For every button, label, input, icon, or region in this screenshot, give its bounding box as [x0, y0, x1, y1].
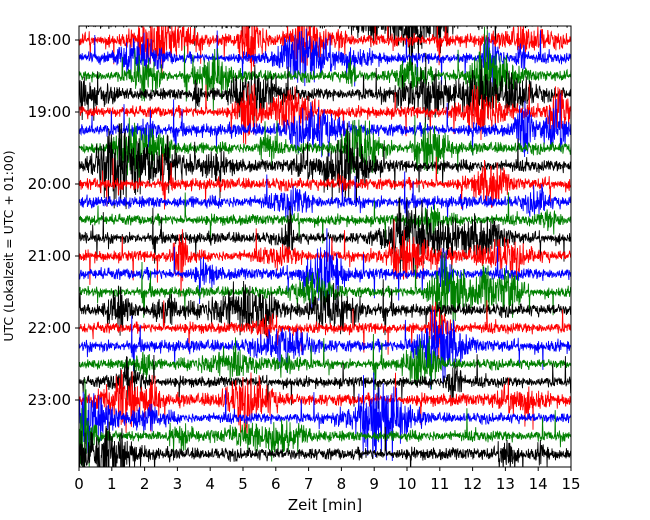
x-tick-label: 10	[397, 475, 416, 493]
seismic-traces	[79, 26, 571, 467]
trace-19	[79, 333, 571, 390]
x-tick-label: 15	[561, 475, 580, 493]
x-tick-label: 7	[304, 475, 314, 493]
trace-17	[79, 300, 571, 360]
y-tick-label: 18:00	[28, 31, 71, 49]
x-tick-label: 13	[496, 475, 515, 493]
x-tick-label: 9	[369, 475, 379, 493]
trace-21	[79, 369, 571, 435]
y-tick-label: 20:00	[28, 175, 71, 193]
y-tick-label: 23:00	[28, 391, 71, 409]
trace-5	[79, 83, 571, 145]
trace-3	[79, 26, 571, 129]
x-tick-label: 0	[74, 475, 84, 493]
y-tick-label: 19:00	[28, 103, 71, 121]
x-axis: 0 1 2 3 4 5 6 7 8 9 10 11 12 13 14 15	[74, 467, 581, 493]
trace-13	[79, 219, 571, 297]
x-tick-label: 1	[107, 475, 117, 493]
trace-12	[79, 197, 571, 278]
y-tick-label: 21:00	[28, 247, 71, 265]
trace-7	[79, 115, 571, 178]
x-tick-label: 3	[173, 475, 183, 493]
trace-24	[79, 421, 571, 467]
x-tick-label: 12	[463, 475, 482, 493]
trace-9	[79, 153, 571, 210]
trace-2	[79, 28, 571, 88]
trace-8	[79, 122, 571, 210]
trace-16	[79, 279, 571, 338]
x-axis-label: Zeit [min]	[288, 496, 362, 514]
y-axis-label: UTC (Lokalzeit = UTC + 01:00)	[1, 150, 16, 341]
x-tick-label: 6	[271, 475, 281, 493]
y-tick-label: 22:00	[28, 319, 71, 337]
trace-23	[79, 378, 571, 467]
trace-22	[79, 372, 571, 462]
y-axis: 18:00 19:00 20:00 21:00 22:00 23:00	[28, 31, 79, 409]
x-tick-label: 5	[238, 475, 248, 493]
x-tick-label: 8	[337, 475, 347, 493]
trace-10	[79, 171, 571, 228]
x-tick-label: 2	[140, 475, 150, 493]
x-tick-label: 11	[430, 475, 449, 493]
trace-18	[79, 309, 571, 390]
trace-20	[79, 354, 571, 409]
trace-6	[79, 93, 571, 158]
x-tick-label: 4	[205, 475, 215, 493]
x-tick-label: 14	[529, 475, 548, 493]
plot-frame	[78, 25, 572, 468]
trace-15	[79, 251, 571, 339]
